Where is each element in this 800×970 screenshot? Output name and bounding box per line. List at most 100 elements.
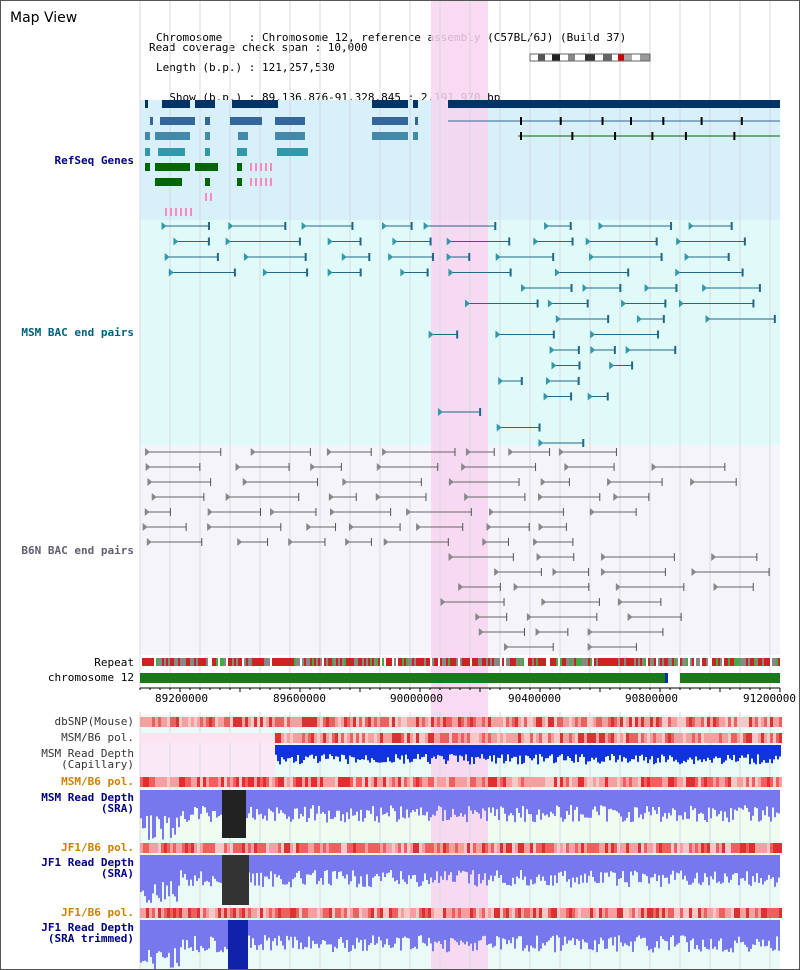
polymorphism-cell [371, 908, 374, 918]
repeat-feature [364, 658, 366, 666]
depth-bar [474, 790, 476, 811]
track-label-msm-depth-sra[interactable]: MSM Read Depth (SRA) [41, 791, 134, 815]
polymorphism-cell [587, 733, 590, 743]
bac-end [536, 553, 542, 561]
depth-bar [206, 920, 208, 950]
track-label-msm-b6-pol-1[interactable]: MSM/B6 pol. [61, 731, 134, 744]
depth-bar [720, 920, 722, 939]
depth-bar [372, 920, 374, 936]
repeat-feature [400, 658, 402, 666]
polymorphism-cell [143, 908, 146, 918]
depth-bar [484, 790, 486, 811]
polymorphism-cell [260, 843, 263, 853]
polymorphism-cell [302, 717, 305, 727]
track-label-repeat[interactable]: Repeat [94, 656, 134, 669]
repeat-feature [776, 658, 778, 666]
polymorphism-cell [629, 777, 632, 787]
polymorphism-cell [662, 733, 665, 743]
depth-bar [757, 745, 759, 755]
gene-exon [275, 117, 305, 125]
track-label-jf1-b6-pol-2[interactable]: JF1/B6 pol. [61, 906, 134, 919]
bac-end [535, 463, 537, 471]
polymorphism-cell [467, 908, 470, 918]
track-label-jf1-depth-trimmed[interactable]: JF1 Read Depth (SRA trimmed) [41, 921, 134, 945]
depth-bar [673, 745, 675, 762]
polymorphism-cell [440, 843, 443, 853]
depth-bar [330, 790, 332, 819]
depth-bar [624, 790, 626, 821]
polymorphism-cell [239, 843, 242, 853]
track-label-msm-depth-capillary[interactable]: MSM Read Depth (Capillary) [41, 747, 134, 771]
repeat-feature [722, 658, 724, 666]
polymorphism-cell [650, 908, 653, 918]
depth-bar [774, 920, 776, 950]
depth-bar [162, 790, 164, 840]
polymorphism-cell [554, 843, 557, 853]
exon-tick [733, 132, 736, 140]
track-label-b6n-bac[interactable]: B6N BAC end pairs [21, 544, 134, 557]
polymorphism-cell [293, 777, 296, 787]
repeat-feature [292, 658, 294, 666]
depth-bar [478, 790, 480, 814]
axis-tick-label: 90000000 [390, 692, 443, 705]
depth-bar [467, 745, 469, 762]
bac-end [327, 237, 333, 246]
track-label-refseq-genes[interactable]: RefSeq Genes [54, 154, 134, 167]
track-label-msm-b6-pol-2[interactable]: MSM/B6 pol. [61, 775, 134, 788]
depth-bar [633, 745, 635, 760]
depth-bar [442, 920, 444, 949]
repeat-feature [388, 658, 390, 666]
depth-bar [152, 790, 154, 839]
repeat-feature [268, 658, 270, 666]
polymorphism-cell [605, 908, 608, 918]
ideogram-band [632, 54, 640, 61]
repeat-feature [548, 658, 550, 666]
bac-end [538, 523, 544, 531]
polymorphism-cell [524, 777, 527, 787]
polymorphism-cell [635, 717, 638, 727]
depth-bar [644, 920, 646, 938]
polymorphism-cell [686, 733, 689, 743]
polymorphism-cell [719, 908, 722, 918]
repeat-feature [694, 658, 696, 666]
bac-end [569, 222, 572, 230]
depth-bar [358, 855, 360, 884]
repeat-feature [166, 658, 168, 666]
track-label-jf1-depth-sra[interactable]: JF1 Read Depth (SRA) [41, 856, 134, 880]
depth-bar [398, 920, 400, 939]
polymorphism-cell [404, 777, 407, 787]
polymorphism-cell [227, 908, 230, 918]
bac-end [568, 478, 570, 486]
polymorphism-cell [590, 717, 593, 727]
depth-bar [768, 920, 770, 941]
bac-end [540, 478, 546, 486]
depth-bar [486, 855, 488, 886]
polymorphism-cell [767, 908, 770, 918]
polymorphism-cell [755, 717, 758, 727]
track-label-dbsnp[interactable]: dbSNP(Mouse) [54, 715, 134, 728]
depth-bar [562, 790, 564, 822]
polymorphism-cell [593, 843, 596, 853]
polymorphism-cell [626, 777, 629, 787]
polymorphism-cell [167, 777, 170, 787]
bac-end [631, 361, 634, 370]
repeat-feature [190, 658, 192, 666]
depth-bar [468, 920, 470, 947]
pink-feature [265, 163, 267, 171]
depth-bar [683, 745, 685, 761]
polymorphism-cell [443, 843, 446, 853]
depth-bar [178, 790, 180, 828]
depth-bar [728, 920, 730, 952]
depth-bar [754, 920, 756, 945]
track-label-msm-bac[interactable]: MSM BAC end pairs [21, 326, 134, 339]
depth-bar [578, 920, 580, 941]
polymorphism-cell [347, 717, 350, 727]
bac-end [752, 299, 755, 308]
track-label-jf1-b6-pol-1[interactable]: JF1/B6 pol. [61, 841, 134, 854]
polymorphism-cell [374, 777, 377, 787]
depth-bar [358, 920, 360, 943]
depth-bar [376, 920, 378, 944]
repeat-feature [588, 658, 590, 666]
depth-bar [202, 790, 204, 807]
